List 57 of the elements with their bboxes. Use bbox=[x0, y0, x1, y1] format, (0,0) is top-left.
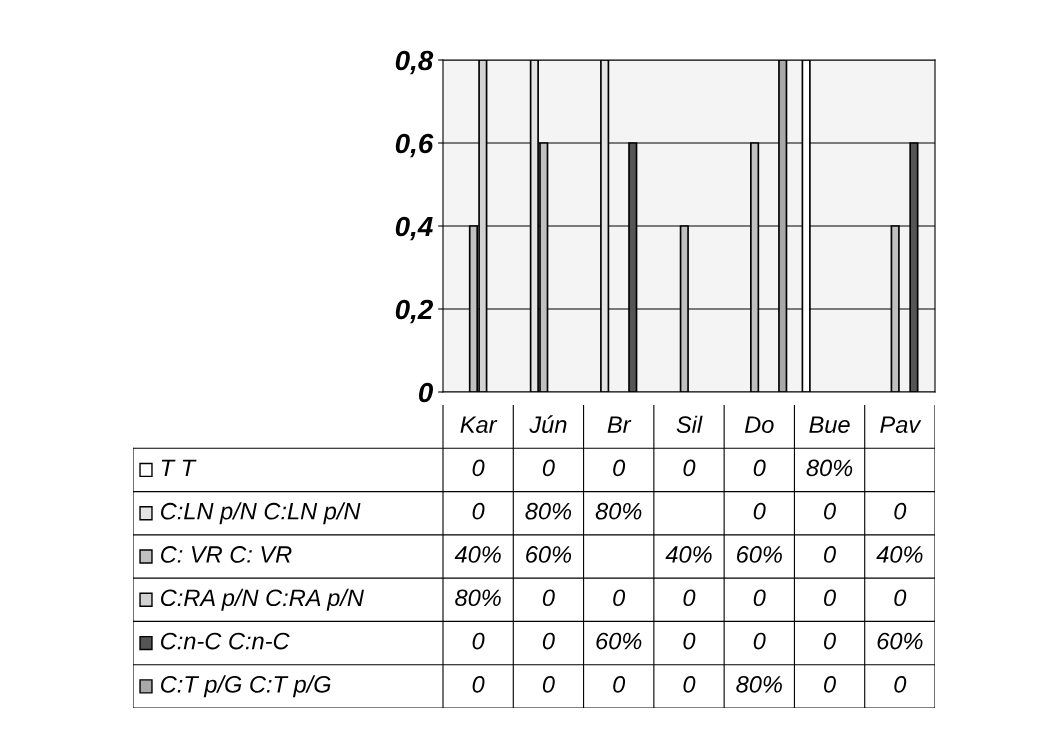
y-tick-label: 0,4 bbox=[395, 216, 433, 241]
y-tick-label: 0 bbox=[418, 382, 434, 403]
x-tick-label: Do bbox=[744, 416, 774, 433]
data-label: 80% bbox=[525, 502, 572, 520]
data-label: 0 bbox=[824, 675, 836, 693]
data-label: 0 bbox=[683, 675, 696, 693]
data-label: 0 bbox=[542, 459, 555, 477]
data-label: 0 bbox=[472, 675, 485, 693]
data-label: 0 bbox=[894, 675, 907, 693]
data-label: 0 bbox=[683, 459, 696, 477]
x-tick-label: Pav bbox=[880, 416, 922, 433]
data-label: 0 bbox=[542, 675, 555, 693]
data-label: 80% bbox=[806, 459, 853, 477]
data-label: 0 bbox=[824, 546, 836, 563]
legend-label: C:T p/G C:T p/G bbox=[161, 675, 331, 698]
data-label: 0 bbox=[613, 459, 626, 477]
data-label: 0 bbox=[683, 589, 696, 607]
legend-label: C:n-C C:n-C bbox=[161, 632, 290, 650]
data-label: 0 bbox=[472, 502, 485, 520]
legend-label: C: VR C: VR bbox=[161, 546, 292, 563]
y-tick-label: 0,8 bbox=[395, 50, 434, 75]
data-label: 80% bbox=[736, 675, 782, 693]
y-tick-label: 0,2 bbox=[395, 299, 433, 324]
data-label: 60% bbox=[596, 632, 642, 650]
data-label: 80% bbox=[595, 502, 642, 520]
data-label: 80% bbox=[455, 589, 501, 607]
data-label: 0 bbox=[753, 459, 766, 477]
legend-label: C:LN p/N C:LN p/N bbox=[161, 502, 361, 525]
data-label: 0 bbox=[542, 589, 555, 607]
x-tick-label: Br bbox=[607, 416, 632, 433]
legend-label: C:RA p/N C:RA p/N bbox=[161, 588, 364, 611]
data-label: 0 bbox=[683, 632, 696, 650]
data-label: 0 bbox=[824, 502, 836, 520]
data-label: 0 bbox=[753, 589, 766, 607]
data-label: 40% bbox=[665, 546, 712, 563]
x-tick-label: Bue bbox=[809, 416, 850, 433]
data-label: 40% bbox=[876, 546, 923, 563]
data-label: 0 bbox=[753, 632, 766, 650]
data-label: 60% bbox=[526, 546, 572, 563]
legend-label: T T bbox=[161, 459, 197, 477]
data-label: 0 bbox=[472, 632, 485, 650]
data-label: 60% bbox=[877, 632, 923, 650]
data-label: 0 bbox=[472, 459, 485, 477]
x-tick-label: Sil bbox=[676, 415, 703, 433]
data-label: 0 bbox=[613, 675, 626, 693]
data-label: 40% bbox=[454, 546, 501, 563]
data-label: 0 bbox=[894, 589, 907, 607]
data-label: 0 bbox=[824, 632, 836, 650]
x-tick-label: Jún bbox=[529, 415, 567, 433]
data-label: 60% bbox=[736, 546, 782, 563]
data-label: 0 bbox=[542, 632, 555, 650]
x-tick-label: Kar bbox=[460, 416, 498, 433]
data-label: 0 bbox=[613, 589, 626, 607]
data-label: 0 bbox=[894, 502, 907, 520]
data-label: 0 bbox=[753, 502, 766, 520]
data-label: 0 bbox=[824, 589, 836, 607]
y-tick-label: 0,6 bbox=[395, 133, 434, 158]
